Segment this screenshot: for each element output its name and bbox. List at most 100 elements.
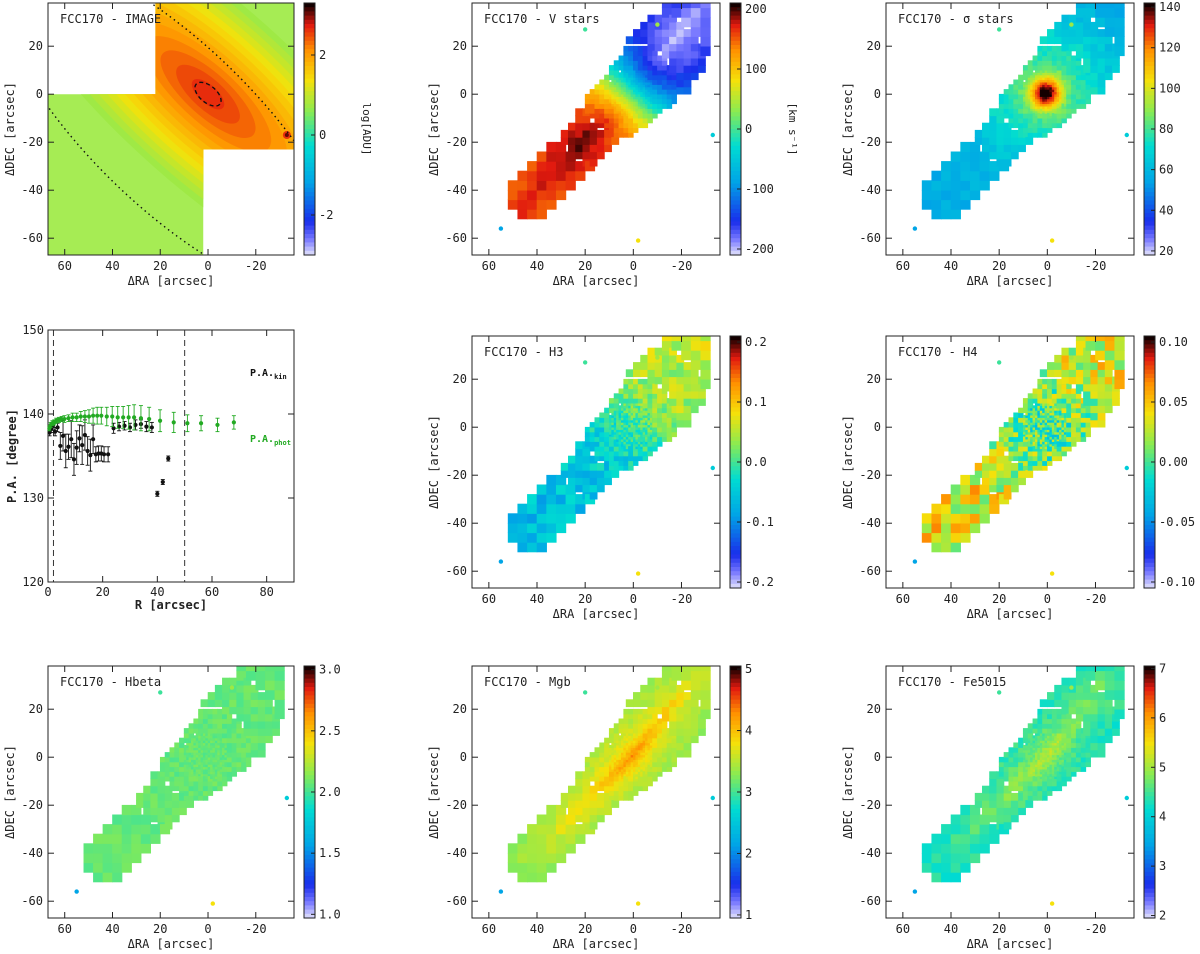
mgb-ytick-label: -40 (445, 846, 467, 860)
mgb-colorbar-tick: 4 (745, 724, 752, 738)
image-title: FCC170 - IMAGE (60, 12, 161, 26)
mgb-colorbar: 5 4 3 2 1 (729, 662, 752, 922)
image-colorbar: 2 0 -2 log[ADU] (303, 2, 373, 256)
pa-point (121, 415, 126, 420)
fe5015-colorbar-tick: 5 (1159, 760, 1166, 774)
sigma-colorbar-tick: 40 (1159, 203, 1173, 217)
h4-colorbar: 0.10 0.05 0.00 -0.05 -0.10 (1143, 335, 1195, 589)
fe5015-colorbar-tick: 2 (1159, 909, 1166, 923)
mgb-ytick-label: 20 (453, 702, 467, 716)
sigma-xtick-label: -20 (1085, 259, 1107, 273)
h3-ytick-label: -20 (445, 468, 467, 482)
h3-colorbar-tick: -0.2 (745, 575, 774, 589)
pa-point (231, 420, 236, 425)
image-map (48, 3, 294, 255)
vstars-xtick-label: 40 (530, 259, 544, 273)
fe5015-xtick-label: 20 (992, 922, 1006, 936)
vstars-colorbar-tick: -100 (745, 182, 774, 196)
image-ytick-label: -40 (21, 183, 43, 197)
image-colorbar-label: log[ADU] (360, 103, 373, 156)
sigma-ytick-label: -20 (859, 135, 881, 149)
h4-colorbar-tick: -0.05 (1159, 515, 1195, 529)
mgb-ytick-label: -60 (445, 894, 467, 908)
h3-map (498, 336, 715, 576)
pa-point (104, 414, 109, 419)
pa-ytick-label: 130 (22, 491, 44, 505)
fe5015-xtick-label: -20 (1085, 922, 1107, 936)
vstars-ytick-label: 0 (460, 87, 467, 101)
sigma-ytick-label: -60 (859, 231, 881, 245)
pa-ytick-label: 120 (22, 575, 44, 589)
panel-pa: 0 20 40 60 80 120 130 140 150 R [arcsec] P.A. [deg… (5, 323, 295, 612)
pa-point (80, 442, 85, 448)
pa-point (88, 453, 93, 458)
mgb-frame (471, 665, 721, 919)
mgb-xtick-label: 0 (630, 922, 637, 936)
hbeta-xtick-label: -20 (245, 922, 267, 936)
fe5015-map (912, 666, 1129, 906)
image-ylabel: ΔDEC [arcsec] (3, 82, 17, 176)
sigma-colorbar-tick: 80 (1159, 122, 1173, 136)
pa-point (85, 448, 90, 454)
fe5015-xlabel: ΔRA [arcsec] (967, 937, 1054, 951)
pa-point (69, 437, 74, 442)
image-frame (47, 2, 295, 256)
h4-map (912, 336, 1129, 576)
vstars-colorbar-tick: 100 (745, 62, 767, 76)
image-ytick-label: 20 (29, 39, 43, 53)
h4-title: FCC170 - H4 (898, 345, 977, 359)
hbeta-xlabel: ΔRA [arcsec] (128, 937, 215, 951)
pa-point (91, 413, 96, 418)
panel-fe5015: 60 40 20 0 -20 20 0 -20 -40 -60 ΔRA [arcsec] ΔDEC [… (841, 661, 1166, 951)
fe5015-colorbar: 7 6 5 4 3 2 (1143, 661, 1166, 923)
image-xtick-label: 40 (105, 259, 119, 273)
image-xtick-label: 20 (153, 259, 167, 273)
pa-point (166, 456, 171, 461)
sigma-ylabel: ΔDEC [arcsec] (841, 82, 855, 176)
pa-point (71, 457, 77, 462)
hbeta-xtick-label: 60 (57, 922, 71, 936)
hbeta-ytick-label: -20 (21, 798, 43, 812)
pa-xtick-label: 40 (150, 585, 164, 599)
pa-xtick-label: 20 (95, 585, 109, 599)
image-xtick-label: 60 (57, 259, 71, 273)
h3-colorbar: 0.2 0.1 0.0 -0.1 -0.2 (729, 335, 774, 589)
mgb-xtick-label: -20 (671, 922, 693, 936)
pa-point (106, 452, 111, 457)
hbeta-colorbar-tick: 2.0 (319, 785, 341, 799)
fe5015-xtick-label: 60 (896, 922, 910, 936)
h3-xtick-label: 20 (578, 592, 592, 606)
pa-point (185, 421, 190, 426)
h4-ytick-label: 0 (874, 420, 881, 434)
h4-xlabel: ΔRA [arcsec] (967, 607, 1054, 621)
pa-legend-kin: P.A.kin (250, 368, 287, 381)
hbeta-frame (47, 665, 295, 919)
h4-colorbar-tick: 0.10 (1159, 335, 1188, 349)
pa-point (53, 429, 58, 434)
panel-mgb: 60 40 20 0 -20 20 0 -20 -40 -60 ΔRA [arcsec] ΔDEC [… (427, 662, 752, 951)
image-overlay-ellipse-1 (48, 3, 294, 255)
vstars-colorbar-tick: 200 (745, 2, 767, 16)
pa-point (138, 416, 144, 421)
panel-h4: 60 40 20 0 -20 20 0 -20 -40 -60 ΔRA [arcsec] ΔDEC [… (841, 335, 1195, 621)
fe5015-colorbar-tick: 4 (1159, 810, 1166, 824)
image-xtick-label: -20 (245, 259, 267, 273)
pa-point (157, 418, 163, 423)
fe5015-ytick-label: -20 (859, 798, 881, 812)
pa-ytick-label: 140 (22, 407, 44, 421)
hbeta-ytick-label: -40 (21, 846, 43, 860)
h3-xlabel: ΔRA [arcsec] (553, 607, 640, 621)
fe5015-ylabel: ΔDEC [arcsec] (841, 745, 855, 839)
pa-point (66, 416, 71, 421)
fe5015-colorbar-tick: 3 (1159, 859, 1166, 873)
pa-point (147, 416, 152, 422)
mgb-map (498, 666, 715, 906)
vstars-xlabel: ΔRA [arcsec] (553, 274, 640, 288)
fe5015-ytick-label: -40 (859, 846, 881, 860)
pa-point (82, 414, 87, 419)
sigma-xtick-label: 0 (1044, 259, 1051, 273)
pa-point (82, 432, 87, 438)
panel-h3: 60 40 20 0 -20 20 0 -20 -40 -60 ΔRA [arcsec] ΔDEC [… (427, 335, 774, 621)
